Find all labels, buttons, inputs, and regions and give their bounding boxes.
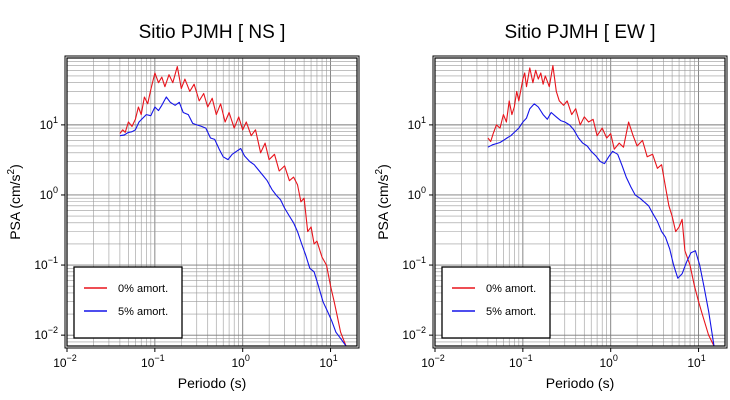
plot-frame bbox=[66, 57, 358, 347]
y-axis-label: PSA (cm/s2) bbox=[374, 164, 391, 240]
chart-panel-1: 10−2 10−1 100 101 10−2 10−1 100 101 Sitio PJMH [… bbox=[6, 22, 360, 391]
x-tick-label: 100 bbox=[600, 353, 618, 370]
legend-box bbox=[73, 266, 183, 339]
series-group bbox=[487, 65, 715, 346]
series-line-damped bbox=[487, 103, 715, 346]
y-tick-label: 10−2 bbox=[402, 325, 426, 342]
plot-frame-outer bbox=[432, 55, 728, 349]
chart-title: Sitio PJMH [ EW ] bbox=[505, 22, 656, 43]
grid bbox=[66, 57, 358, 347]
chart-panel-2: 10−2 10−1 100 101 10−2 10−1 100 101 Sitio PJMH [… bbox=[374, 22, 728, 391]
series-line-damped bbox=[119, 96, 347, 346]
x-tick-label: 10−2 bbox=[53, 353, 77, 370]
series-line-undamped bbox=[487, 65, 715, 346]
x-tick-label: 101 bbox=[687, 353, 705, 370]
series-line-undamped bbox=[119, 65, 347, 346]
legend-label: 5% amort. bbox=[486, 306, 536, 318]
legend: 0% amort. 5% amort. bbox=[73, 266, 183, 339]
x-tick-label: 10−1 bbox=[509, 353, 533, 370]
series-group bbox=[119, 65, 347, 346]
x-tick-label: 101 bbox=[319, 353, 337, 370]
legend-label: 0% amort. bbox=[486, 283, 536, 295]
y-tick-label: 10−2 bbox=[34, 325, 58, 342]
x-tick-label: 100 bbox=[232, 353, 250, 370]
x-axis-label: Periodo (s) bbox=[546, 375, 614, 391]
x-axis-label: Periodo (s) bbox=[178, 375, 246, 391]
x-tick-label: 10−1 bbox=[141, 353, 165, 370]
y-tick-label: 10−1 bbox=[402, 255, 426, 272]
y-axis-label: PSA (cm/s2) bbox=[6, 164, 23, 240]
legend-label: 5% amort. bbox=[118, 306, 168, 318]
x-tick-label: 10−2 bbox=[421, 353, 445, 370]
y-tick-label: 101 bbox=[40, 115, 58, 132]
legend-label: 0% amort. bbox=[118, 283, 168, 295]
y-tick-label: 100 bbox=[408, 185, 426, 202]
y-tick-label: 101 bbox=[408, 115, 426, 132]
legend-box bbox=[441, 266, 551, 339]
chart-title: Sitio PJMH [ NS ] bbox=[139, 22, 286, 43]
y-tick-label: 100 bbox=[40, 185, 58, 202]
legend: 0% amort. 5% amort. bbox=[441, 266, 551, 339]
plot-frame bbox=[434, 57, 726, 347]
y-tick-label: 10−1 bbox=[34, 255, 58, 272]
plot-frame-outer bbox=[64, 55, 360, 349]
